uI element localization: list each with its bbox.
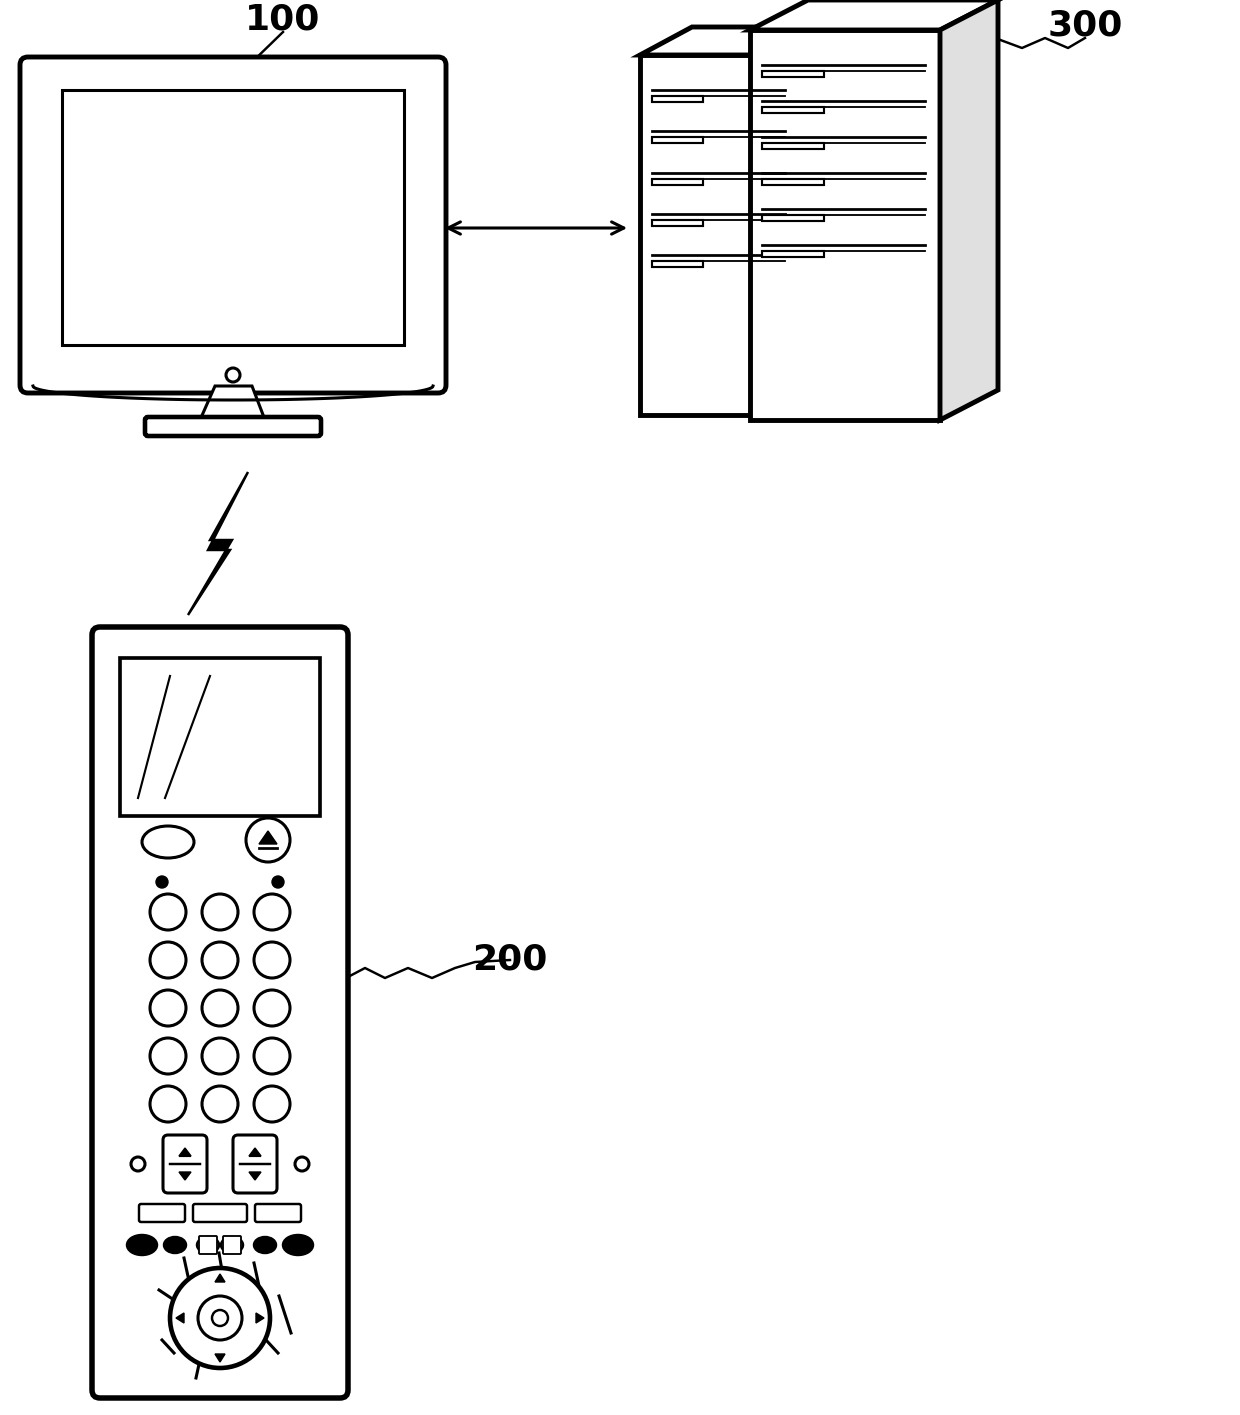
Circle shape: [150, 990, 186, 1026]
Circle shape: [150, 894, 186, 930]
Circle shape: [295, 1157, 309, 1172]
Circle shape: [156, 876, 167, 889]
Bar: [640, 55, 800, 415]
Bar: [750, 30, 940, 420]
Bar: [763, 215, 823, 221]
Text: 300: 300: [1048, 8, 1122, 42]
FancyBboxPatch shape: [92, 627, 348, 1398]
Polygon shape: [640, 27, 852, 55]
Ellipse shape: [164, 1237, 186, 1254]
Circle shape: [198, 1296, 242, 1340]
Circle shape: [202, 894, 238, 930]
Bar: [62, 91, 404, 345]
Circle shape: [202, 1085, 238, 1122]
Polygon shape: [255, 1313, 264, 1323]
Bar: [120, 658, 320, 816]
FancyBboxPatch shape: [223, 1235, 241, 1254]
Polygon shape: [215, 1274, 224, 1282]
Bar: [763, 143, 823, 149]
Polygon shape: [188, 473, 248, 616]
Polygon shape: [249, 1172, 260, 1180]
Bar: [652, 260, 703, 267]
Ellipse shape: [254, 1237, 277, 1254]
Ellipse shape: [143, 826, 193, 857]
Polygon shape: [940, 0, 998, 420]
Polygon shape: [249, 1148, 260, 1156]
Circle shape: [131, 1157, 145, 1172]
Circle shape: [272, 876, 284, 889]
Circle shape: [254, 894, 290, 930]
Polygon shape: [800, 27, 852, 415]
Polygon shape: [259, 831, 277, 843]
Circle shape: [150, 1039, 186, 1074]
Bar: [652, 178, 703, 184]
FancyBboxPatch shape: [255, 1204, 301, 1223]
Bar: [652, 137, 703, 143]
Bar: [652, 219, 703, 226]
Bar: [763, 71, 823, 76]
Ellipse shape: [221, 1237, 243, 1254]
Bar: [652, 96, 703, 102]
Text: 200: 200: [472, 942, 548, 976]
Circle shape: [254, 990, 290, 1026]
Polygon shape: [179, 1172, 191, 1180]
Circle shape: [254, 1039, 290, 1074]
Polygon shape: [176, 1313, 184, 1323]
FancyBboxPatch shape: [233, 1135, 277, 1193]
Circle shape: [202, 942, 238, 978]
Circle shape: [150, 942, 186, 978]
Circle shape: [226, 368, 241, 382]
Circle shape: [246, 818, 290, 862]
Ellipse shape: [126, 1235, 157, 1255]
Circle shape: [254, 1085, 290, 1122]
Circle shape: [254, 942, 290, 978]
Circle shape: [212, 1310, 228, 1326]
Polygon shape: [750, 0, 998, 30]
Text: 100: 100: [246, 3, 321, 37]
Ellipse shape: [197, 1237, 219, 1254]
Polygon shape: [215, 1354, 224, 1363]
FancyBboxPatch shape: [193, 1204, 247, 1223]
Bar: [763, 108, 823, 113]
FancyBboxPatch shape: [162, 1135, 207, 1193]
FancyBboxPatch shape: [198, 1235, 217, 1254]
FancyBboxPatch shape: [139, 1204, 185, 1223]
Circle shape: [170, 1268, 270, 1368]
Bar: [763, 180, 823, 185]
Circle shape: [202, 1039, 238, 1074]
Circle shape: [150, 1085, 186, 1122]
Polygon shape: [179, 1148, 191, 1156]
FancyBboxPatch shape: [145, 417, 321, 436]
Ellipse shape: [283, 1235, 312, 1255]
Circle shape: [202, 990, 238, 1026]
FancyBboxPatch shape: [20, 57, 446, 393]
Bar: [763, 250, 823, 258]
Polygon shape: [200, 386, 265, 420]
